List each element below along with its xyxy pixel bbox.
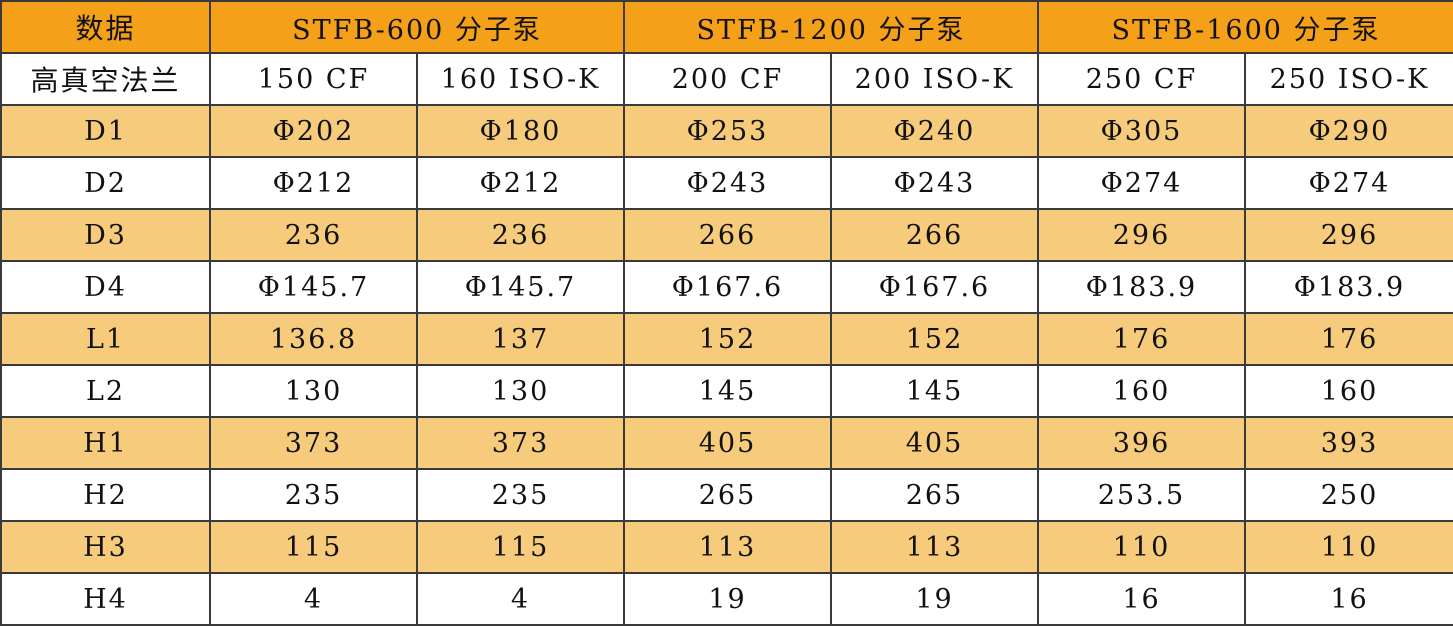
row-label: H3 <box>0 520 211 574</box>
table-cell: 266 <box>623 208 833 262</box>
table-cell: Φ240 <box>830 104 1040 158</box>
table-row: H2 235 235 265 265 253.5 250 <box>0 468 1453 522</box>
table-cell: 265 <box>830 468 1040 522</box>
table-cell: 16 <box>1037 572 1247 626</box>
table-cell: 130 <box>209 364 418 418</box>
table-row: H3 115 115 113 113 110 110 <box>0 520 1453 574</box>
table-cell: Φ202 <box>209 104 418 158</box>
table-cell: Φ274 <box>1037 156 1247 210</box>
table-cell: 115 <box>209 520 418 574</box>
table-cell: 4 <box>209 572 418 626</box>
table-cell: 393 <box>1244 416 1453 470</box>
flange-header: 250 ISO-K <box>1244 52 1453 106</box>
table-cell: 296 <box>1037 208 1247 262</box>
table-cell: Φ167.6 <box>830 260 1040 314</box>
table-cell: 265 <box>623 468 833 522</box>
table-cell: 113 <box>623 520 833 574</box>
table-cell: Φ243 <box>830 156 1040 210</box>
table-cell: 160 <box>1037 364 1247 418</box>
row-label: H4 <box>0 572 211 626</box>
table-cell: 19 <box>623 572 833 626</box>
table-cell: 250 <box>1244 468 1453 522</box>
table-cell: 235 <box>209 468 418 522</box>
corner-header: 数据 <box>0 0 211 54</box>
table-cell: Φ305 <box>1037 104 1247 158</box>
table-cell: 373 <box>415 416 626 470</box>
table-cell: 152 <box>623 312 833 366</box>
row-label: L1 <box>0 312 211 366</box>
table-cell: 405 <box>830 416 1040 470</box>
table-row: D1 Φ202 Φ180 Φ253 Φ240 Φ305 Φ290 <box>0 104 1453 158</box>
row-label: D4 <box>0 260 211 314</box>
table-cell: Φ183.9 <box>1244 260 1453 314</box>
spec-table-body: D1 Φ202 Φ180 Φ253 Φ240 Φ305 Φ290 D2 Φ212 Φ212 Φ243… <box>0 104 1453 626</box>
table-cell: Φ212 <box>209 156 418 210</box>
table-row: D4 Φ145.7 Φ145.7 Φ167.6 Φ167.6 Φ183.9 Φ183.9 <box>0 260 1453 314</box>
table-cell: 296 <box>1244 208 1453 262</box>
table-cell: Φ253 <box>623 104 833 158</box>
table-cell: 266 <box>830 208 1040 262</box>
table-row: L2 130 130 145 145 160 160 <box>0 364 1453 418</box>
flange-header: 160 ISO-K <box>415 52 626 106</box>
table-cell: 4 <box>415 572 626 626</box>
flange-header: 200 CF <box>623 52 833 106</box>
table-cell: 136.8 <box>209 312 418 366</box>
row-label: H2 <box>0 468 211 522</box>
table-cell: Φ183.9 <box>1037 260 1247 314</box>
table-cell: 113 <box>830 520 1040 574</box>
table-cell: 110 <box>1037 520 1247 574</box>
table-row: H4 4 4 19 19 16 16 <box>0 572 1453 626</box>
table-cell: Φ145.7 <box>209 260 418 314</box>
row-header-label: 高真空法兰 <box>0 52 211 106</box>
flange-header: 200 ISO-K <box>830 52 1040 106</box>
row-label: L2 <box>0 364 211 418</box>
flange-header: 250 CF <box>1037 52 1247 106</box>
table-cell: 137 <box>415 312 626 366</box>
table-cell: Φ145.7 <box>415 260 626 314</box>
table-cell: Φ167.6 <box>623 260 833 314</box>
row-label: H1 <box>0 416 211 470</box>
group-header-stfb-1600: STFB-1600 分子泵 <box>1037 0 1453 54</box>
row-label: D3 <box>0 208 211 262</box>
flange-header: 150 CF <box>209 52 418 106</box>
table-cell: 396 <box>1037 416 1247 470</box>
table-cell: 160 <box>1244 364 1453 418</box>
group-header-stfb-1200: STFB-1200 分子泵 <box>623 0 1040 54</box>
group-header-row: 数据 STFB-600 分子泵 STFB-1200 分子泵 STFB-1600 … <box>0 0 1453 54</box>
table-cell: 19 <box>830 572 1040 626</box>
table-row: L1 136.8 137 152 152 176 176 <box>0 312 1453 366</box>
group-header-stfb-600: STFB-600 分子泵 <box>208 0 626 54</box>
table-cell: 145 <box>623 364 833 418</box>
table-cell: Φ243 <box>623 156 833 210</box>
table-cell: 253.5 <box>1037 468 1247 522</box>
table-row: D2 Φ212 Φ212 Φ243 Φ243 Φ274 Φ274 <box>0 156 1453 210</box>
table-cell: 145 <box>830 364 1040 418</box>
table-cell: 236 <box>209 208 418 262</box>
flange-header-row: 高真空法兰 150 CF 160 ISO-K 200 CF 200 ISO-K … <box>0 52 1453 106</box>
row-label: D1 <box>0 104 211 158</box>
table-cell: 152 <box>830 312 1040 366</box>
table-cell: Φ274 <box>1244 156 1453 210</box>
table-cell: 176 <box>1244 312 1453 366</box>
table-cell: 115 <box>415 520 626 574</box>
row-label: D2 <box>0 156 211 210</box>
table-cell: Φ180 <box>415 104 626 158</box>
table-cell: 130 <box>415 364 626 418</box>
table-cell: 236 <box>415 208 626 262</box>
table-cell: 110 <box>1244 520 1453 574</box>
table-cell: Φ212 <box>415 156 626 210</box>
table-row: D3 236 236 266 266 296 296 <box>0 208 1453 262</box>
table-cell: Φ290 <box>1244 104 1453 158</box>
table-cell: 405 <box>623 416 833 470</box>
table-cell: 176 <box>1037 312 1247 366</box>
table-cell: 235 <box>415 468 626 522</box>
table-cell: 373 <box>209 416 418 470</box>
table-row: H1 373 373 405 405 396 393 <box>0 416 1453 470</box>
table-cell: 16 <box>1244 572 1453 626</box>
